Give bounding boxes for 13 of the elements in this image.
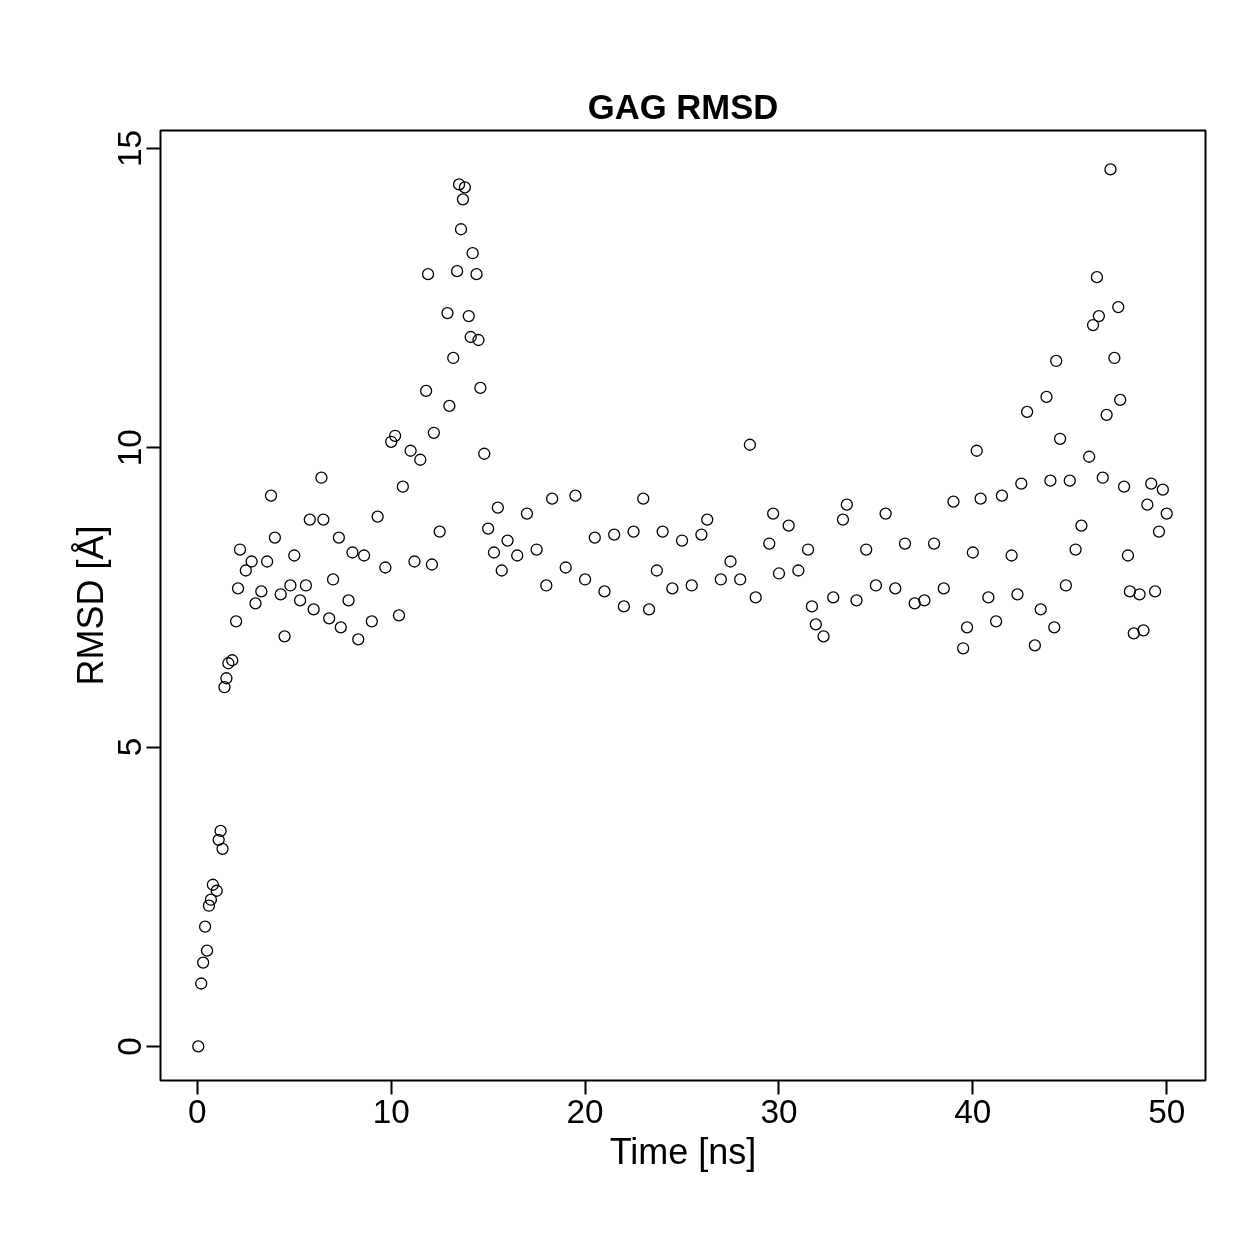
y-tick-label: 10 bbox=[111, 429, 149, 467]
y-tick-label: 15 bbox=[111, 129, 149, 167]
y-tick-label: 5 bbox=[111, 737, 149, 757]
x-axis-title: Time [ns] bbox=[609, 1130, 757, 1172]
x-tick-label: 0 bbox=[188, 1092, 207, 1130]
chart-title: GAG RMSD bbox=[587, 87, 779, 126]
y-tick-label: 0 bbox=[111, 1037, 149, 1056]
x-tick-label: 40 bbox=[954, 1092, 992, 1130]
x-tick-label: 20 bbox=[566, 1092, 604, 1130]
y-axis-title: RMSD [Å] bbox=[69, 525, 111, 686]
x-tick-label: 30 bbox=[760, 1092, 798, 1130]
x-tick-label: 10 bbox=[372, 1092, 410, 1130]
x-tick-label: 50 bbox=[1148, 1092, 1186, 1130]
